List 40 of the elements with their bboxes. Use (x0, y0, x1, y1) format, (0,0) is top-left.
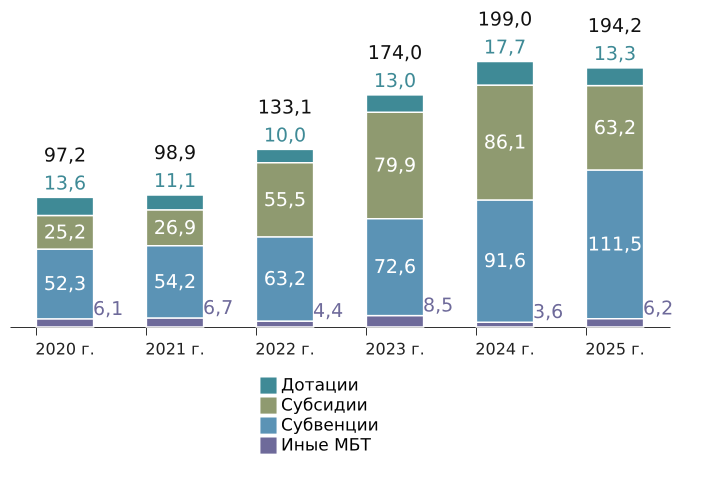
data-label: 91,6 (484, 250, 526, 272)
data-label: 52,3 (44, 272, 86, 295)
legend-label: Субвенции (281, 416, 379, 436)
total-label: 133,1 (258, 96, 312, 118)
total-label: 98,9 (154, 142, 196, 164)
total-label: 199,0 (478, 8, 532, 31)
data-label: 54,2 (154, 270, 196, 293)
data-label: 79,9 (374, 154, 416, 177)
total-label: 174,0 (368, 42, 422, 64)
data-label: 86,1 (484, 132, 526, 154)
legend-label: Иные МБТ (281, 436, 372, 456)
x-tick-label: 2025 г. (585, 340, 645, 358)
data-label: 6,1 (93, 298, 124, 320)
total-label: 194,2 (588, 14, 642, 37)
x-tick-label: 2021 г. (145, 340, 205, 358)
data-label: 17,7 (484, 36, 526, 59)
x-tick-label: 2022 г. (255, 340, 315, 358)
data-label: 6,2 (643, 298, 674, 320)
legend-label: Дотации (281, 376, 359, 396)
data-label: 26,9 (154, 216, 196, 239)
data-label: 63,2 (594, 116, 636, 139)
x-tick-label: 2023 г. (365, 340, 425, 358)
x-tick-label: 2020 г. (35, 340, 95, 358)
total-label: 97,2 (44, 144, 86, 166)
x-tick-label: 2024 г. (475, 340, 535, 358)
data-label: 10,0 (264, 124, 306, 146)
data-label: 4,4 (313, 300, 344, 322)
data-label: 13,0 (374, 70, 416, 92)
data-label: 8,5 (423, 294, 454, 317)
data-label: 11,1 (154, 170, 196, 192)
data-label: 55,5 (264, 188, 306, 211)
data-label: 111,5 (588, 233, 642, 256)
data-label: 72,6 (374, 256, 416, 278)
data-label: 13,6 (44, 172, 86, 194)
data-label: 3,6 (533, 301, 564, 324)
data-label: 6,7 (203, 297, 234, 320)
legend-label: Субсидии (281, 396, 368, 416)
data-label: 25,2 (44, 221, 86, 244)
data-label: 63,2 (264, 268, 306, 290)
data-label: 13,3 (594, 42, 636, 65)
